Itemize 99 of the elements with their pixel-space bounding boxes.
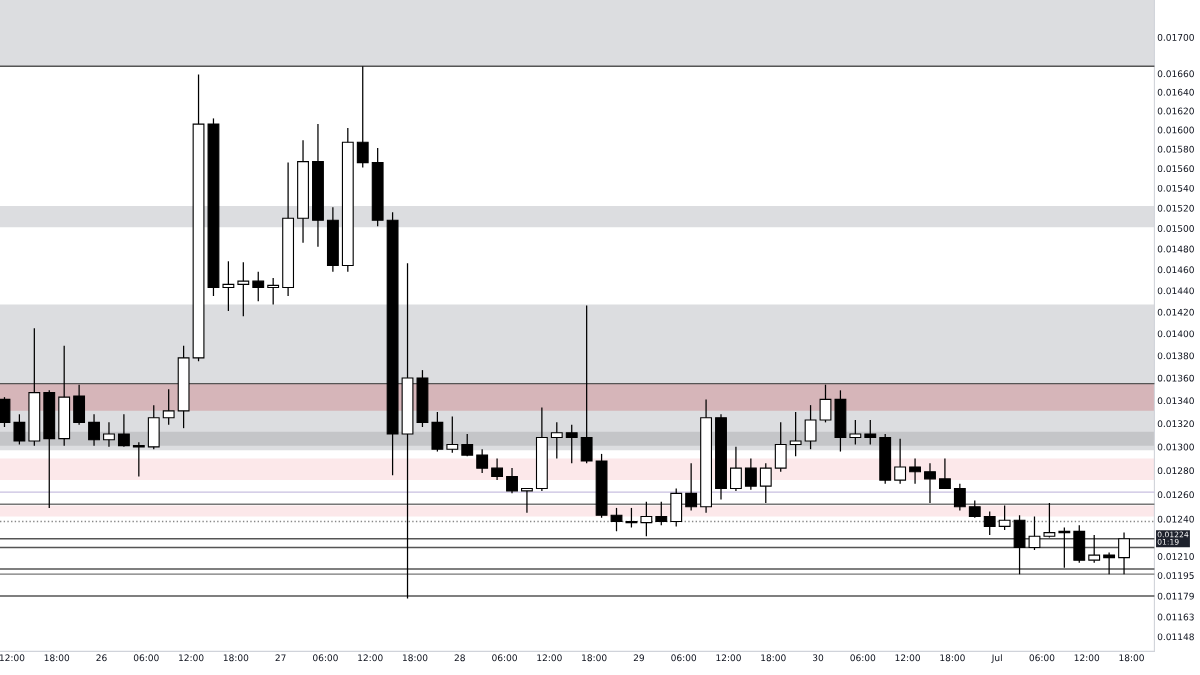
x-tick-label: 12:00 [716,654,741,662]
candlestick [1103,551,1116,575]
candlestick [774,421,787,473]
candlestick [789,411,802,457]
x-tick-label: 29 [633,654,645,662]
y-tick-label: 0.01210 [1157,553,1194,560]
x-tick-label: 06:00 [133,654,159,662]
x-tick-label: Jul [991,654,1002,663]
x-tick-label: 06:00 [671,654,697,662]
candlestick [983,510,996,536]
x-tick-label: 12:00 [537,654,562,662]
x-tick-label: 18:00 [223,654,249,662]
y-tick-label: 0.01420 [1157,308,1194,316]
y-tick-label: 0.01540 [1157,184,1194,192]
candlestick [864,419,877,446]
x-tick-label: 06:00 [492,654,517,662]
y-tick-label: 0.01163 [1157,613,1194,621]
candlestick [162,388,175,426]
candlestick [759,462,772,504]
candlestick [640,501,653,537]
candlestick [894,438,907,485]
x-tick-label: 18:00 [44,654,70,662]
candlestick [521,487,533,514]
candlestick [924,462,936,504]
candlestick [0,396,11,428]
candlestick [685,462,698,512]
candlestick [819,384,832,423]
candlestick [550,421,563,460]
y-tick-label: 0.01580 [1157,145,1194,153]
candlestick [938,457,951,490]
x-tick-label: 27 [275,654,286,662]
candlestick [1043,502,1056,539]
candlestick [506,467,518,494]
x-tick-label: 26 [96,654,107,662]
candlestick [849,419,862,446]
y-tick-label: 0.01320 [1157,420,1194,428]
y-tick-label: 0.01640 [1157,88,1194,96]
candlestick [103,421,115,448]
x-tick-label: 12:00 [179,654,204,662]
y-tick-label: 0.01340 [1157,397,1194,405]
y-tick-label: 0.01280 [1157,467,1194,475]
candlestick [998,504,1011,531]
candlestick [565,424,578,464]
candlestick [610,507,623,532]
y-tick-label: 0.01260 [1157,491,1194,499]
y-tick-label: 0.01560 [1157,165,1194,173]
candlestick [132,441,145,478]
y-tick-label: 0.01600 [1157,126,1194,134]
candlestick [655,501,668,526]
candlestick [237,261,250,317]
x-tick-label: 06:00 [1029,654,1055,662]
candlestick [117,413,130,448]
candlestick [744,457,757,491]
y-tick-label: 0.01520 [1157,204,1194,212]
y-tick-label: 0.01660 [1157,70,1194,78]
y-tick-label: 0.01440 [1157,287,1194,295]
y-tick-label: 0.01620 [1157,107,1194,115]
candlestick [252,271,265,302]
candlestick [1088,534,1101,564]
x-tick-label: 18:00 [582,654,607,662]
candlestick [1118,531,1130,575]
candlestick [491,457,504,481]
y-tick-label: 0.01380 [1157,352,1194,360]
x-tick-label: 12:00 [1074,654,1100,662]
candlestick [356,65,369,169]
y-tick-label: 0.01360 [1157,374,1194,382]
y-tick-label: 0.01400 [1157,330,1194,338]
candlestick [222,260,235,312]
candlestick [446,415,459,454]
candlestick [580,304,593,464]
x-tick-label: 06:00 [850,654,876,662]
candlestick [13,413,26,446]
y-tick-label: 0.01195 [1157,572,1194,579]
y-tick-label: 0.01460 [1157,266,1194,274]
x-tick-label: 18:00 [940,654,965,662]
candlestick [909,457,921,485]
candlestick [267,277,280,306]
candlestick [88,413,100,447]
x-tick-label: 18:00 [402,654,428,662]
candlestick [476,448,489,474]
y-tick-label: 0.01300 [1157,443,1194,451]
y-tick-label: 0.01240 [1157,515,1194,523]
x-tick-label: 12:00 [0,654,25,662]
y-tick-label: 0.01500 [1157,225,1194,232]
x-tick-label: 18:00 [761,654,786,662]
candlestick [1028,515,1041,551]
candlestick [730,446,742,492]
y-tick-label: 0.01700 [1157,33,1194,41]
y-tick-label: 0.01179 [1157,592,1194,600]
x-tick-label: 12:00 [358,654,383,662]
x-tick-label: 28 [454,654,465,662]
y-tick-label: 0.01148 [1157,633,1194,641]
x-tick-label: 18:00 [1119,654,1144,662]
candlestick [804,404,817,450]
x-tick-label: 12:00 [895,654,921,662]
y-tick-label: 0.01480 [1157,245,1194,253]
candlestick [953,483,966,512]
x-tick-label: 30 [812,654,824,662]
x-tick-label: 06:00 [313,654,338,662]
